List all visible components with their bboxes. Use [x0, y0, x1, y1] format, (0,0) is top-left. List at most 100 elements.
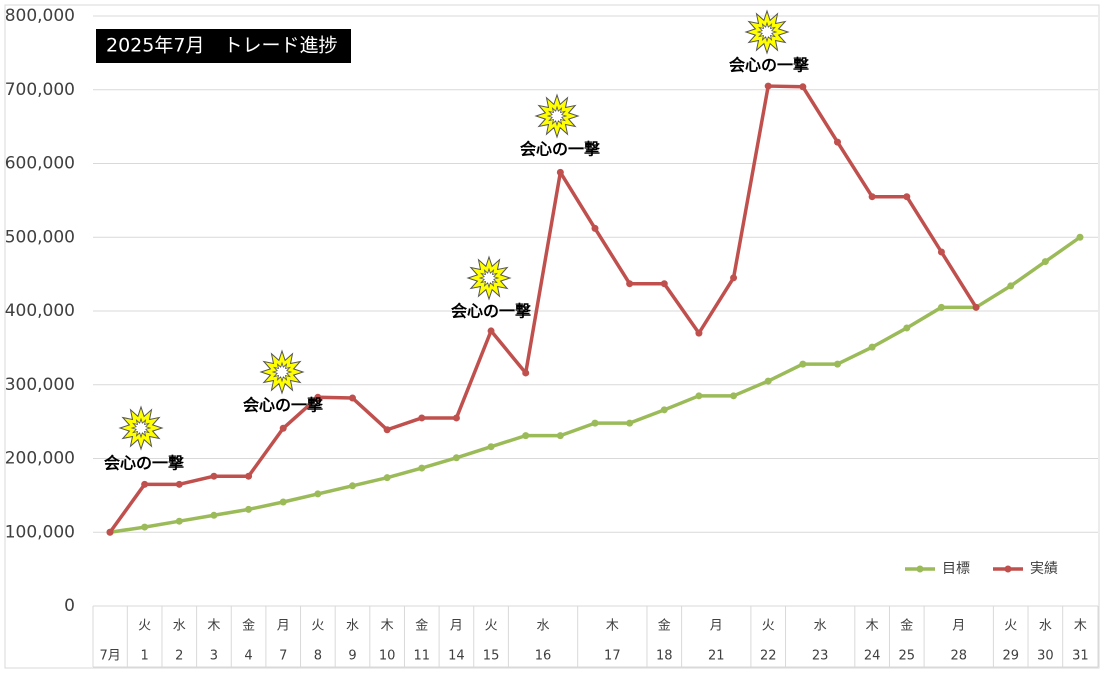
x-tick-label: 30: [1037, 649, 1054, 664]
series-line: [108, 84, 978, 534]
data-point: [175, 517, 183, 525]
data-point: [556, 432, 564, 440]
data-point: [903, 193, 911, 201]
y-tick-label: 200,000: [5, 449, 75, 469]
weekday-label: 水: [537, 619, 550, 634]
data-point: [349, 482, 356, 490]
data-point: [834, 138, 841, 146]
data-point: [660, 406, 668, 414]
data-point: [418, 464, 426, 472]
data-point: [210, 472, 218, 480]
weekday-label: 水: [173, 619, 186, 634]
data-point: [175, 480, 183, 488]
legend-marker: [1004, 565, 1012, 573]
annotation: 会心の一撃: [729, 56, 809, 75]
data-point: [349, 394, 356, 402]
annotation: 会心の一撃: [243, 396, 323, 415]
weekday-label: 金: [900, 618, 913, 634]
weekday-label: 金: [415, 618, 428, 634]
data-point: [452, 414, 460, 422]
weekday-label: 水: [1039, 619, 1052, 634]
x-tick-label: 7月: [100, 649, 121, 664]
weekday-label: 月: [450, 619, 463, 634]
x-tick-label: 29: [1002, 649, 1019, 664]
data-point: [1041, 258, 1049, 266]
annotation: 会心の一撃: [104, 454, 184, 473]
data-point: [730, 392, 738, 400]
data-point: [695, 329, 703, 337]
data-point: [868, 193, 876, 201]
weekday-label: 木: [866, 619, 879, 634]
data-point: [245, 472, 253, 480]
data-point: [799, 360, 807, 368]
data-point: [937, 303, 945, 311]
x-tick-label: 1: [141, 649, 149, 664]
data-point: [764, 82, 772, 90]
weekday-label: 木: [606, 619, 619, 634]
data-point: [487, 443, 495, 451]
data-point: [141, 523, 149, 531]
burst-icon-core: [130, 417, 152, 439]
title-box: [96, 29, 351, 63]
y-tick-label: 700,000: [5, 80, 75, 100]
data-point: [626, 419, 634, 427]
weekday-label: 火: [311, 619, 324, 634]
data-point: [106, 528, 114, 536]
weekday-label: 金: [658, 618, 671, 634]
data-point: [1076, 233, 1084, 241]
x-tick-label: 17: [604, 649, 621, 664]
data-point: [730, 274, 738, 282]
data-point: [522, 432, 530, 440]
y-tick-label: 100,000: [5, 522, 75, 542]
data-point: [487, 327, 495, 335]
x-tick-label: 10: [379, 649, 396, 664]
data-point: [834, 360, 841, 368]
data-point: [279, 424, 287, 432]
legend-label: 実績: [1030, 561, 1058, 577]
data-point: [695, 392, 703, 400]
data-point: [279, 498, 287, 506]
x-tick-label: 11: [414, 649, 431, 664]
data-point: [383, 426, 391, 434]
burst-icon-core: [756, 21, 778, 43]
data-point: [591, 419, 599, 427]
y-tick-label: 600,000: [5, 154, 75, 174]
data-point: [556, 168, 564, 176]
data-point: [903, 324, 911, 332]
weekday-label: 月: [710, 619, 723, 634]
annotation: 会心の一撃: [520, 140, 600, 159]
data-point: [383, 474, 391, 482]
chart-title: 2025年7月 トレード進捗: [106, 35, 337, 57]
weekday-label: 火: [762, 619, 775, 634]
weekday-label: 月: [277, 619, 290, 634]
x-tick-label: 14: [448, 649, 465, 664]
weekday-label: 木: [381, 619, 394, 634]
data-point: [314, 490, 322, 498]
y-tick-label: 400,000: [5, 301, 75, 321]
data-point: [245, 505, 253, 513]
weekday-label: 火: [138, 619, 151, 634]
data-point: [799, 83, 807, 91]
data-point: [591, 224, 599, 232]
data-point: [1007, 282, 1015, 290]
data-point: [937, 248, 945, 256]
y-tick-label: 300,000: [5, 375, 75, 395]
weekday-label: 月: [952, 619, 965, 634]
x-tick-label: 7: [279, 649, 287, 664]
weekday-label: 木: [207, 619, 220, 634]
x-tick-label: 21: [708, 649, 725, 664]
burst-icon-core: [478, 267, 500, 289]
x-tick-label: 4: [244, 649, 252, 664]
data-point: [972, 303, 980, 311]
data-point: [626, 280, 634, 288]
data-point: [868, 343, 876, 351]
data-point: [452, 454, 460, 462]
x-tick-label: 28: [950, 649, 967, 664]
data-point: [522, 369, 530, 377]
data-point: [210, 511, 218, 519]
x-tick-label: 3: [210, 649, 218, 664]
x-tick-label: 15: [483, 649, 500, 664]
y-tick-label: 800,000: [5, 6, 75, 26]
data-point: [764, 377, 772, 385]
